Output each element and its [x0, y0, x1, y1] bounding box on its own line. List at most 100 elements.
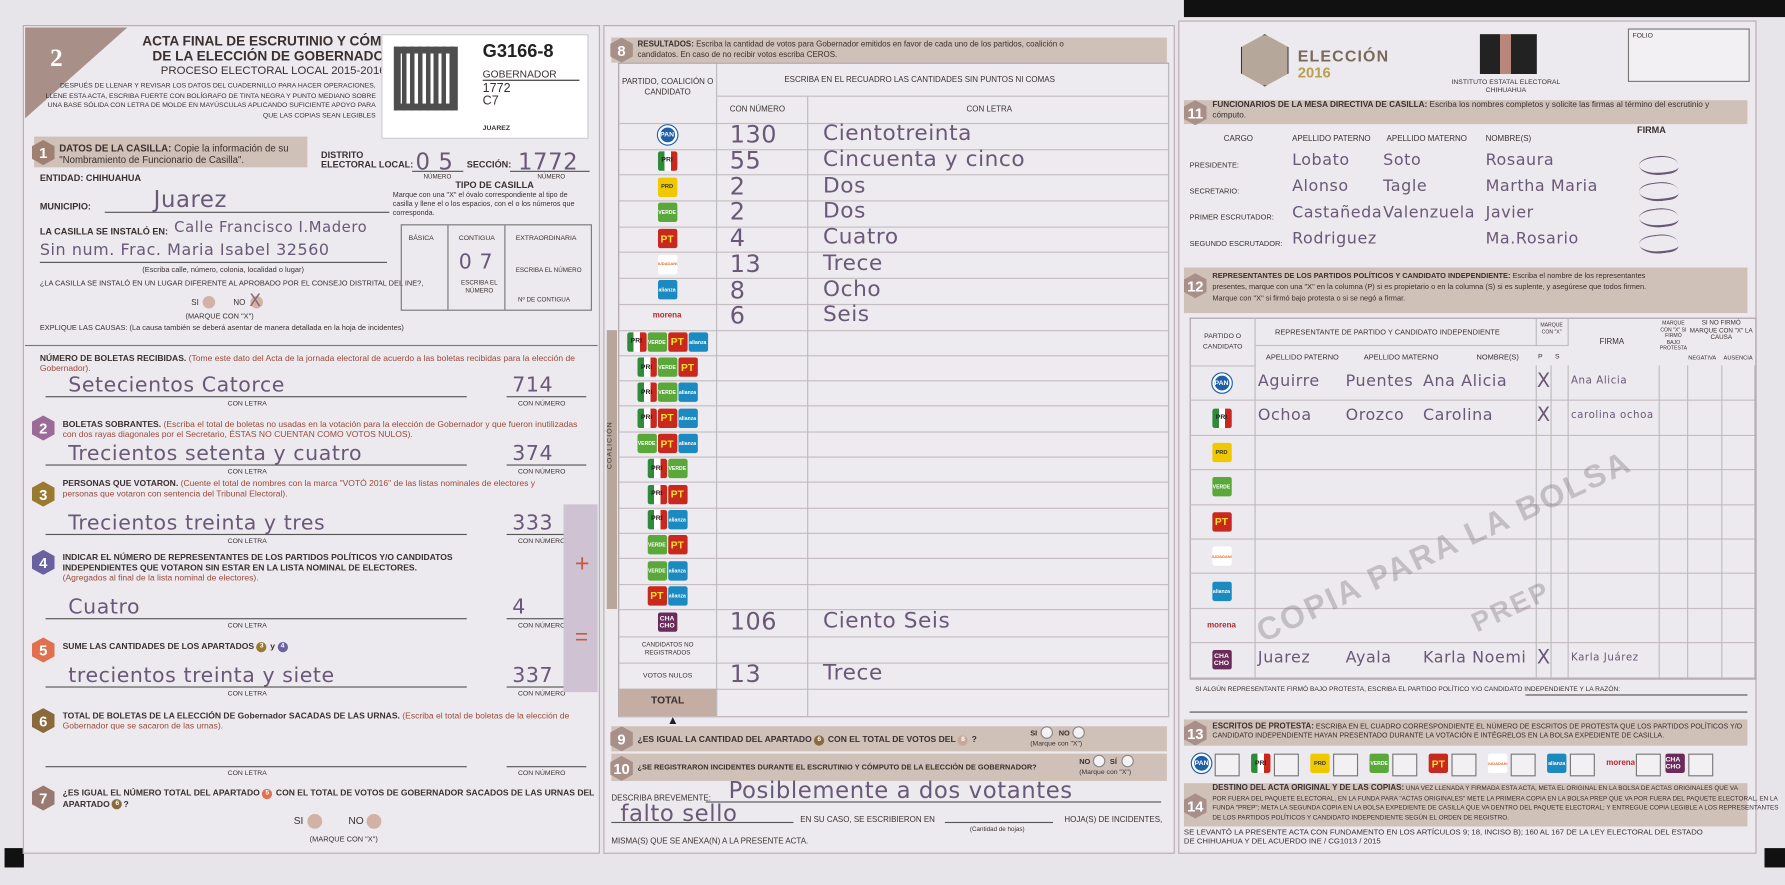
rep-field[interactable] [1254, 469, 1537, 505]
rep-field[interactable] [1550, 365, 1569, 402]
words-field[interactable] [807, 481, 1170, 509]
rep-field[interactable] [1254, 573, 1537, 609]
number-field[interactable] [716, 558, 809, 585]
rep-field[interactable] [1535, 434, 1552, 471]
number-field[interactable] [716, 174, 809, 202]
protest-count-morena[interactable] [1635, 753, 1661, 777]
number-field[interactable] [716, 507, 809, 534]
rep-field[interactable] [1721, 503, 1756, 540]
rep-field[interactable] [1658, 538, 1689, 575]
number-field[interactable] [716, 200, 809, 228]
rep-field[interactable] [1550, 573, 1569, 609]
words-field[interactable] [807, 355, 1170, 382]
words-field[interactable] [807, 405, 1170, 433]
rep-field[interactable] [1721, 469, 1756, 505]
si-option[interactable] [307, 813, 323, 829]
words-field[interactable] [807, 688, 1170, 718]
basica-option[interactable]: BÁSICA [408, 235, 434, 243]
rep-field[interactable] [1687, 573, 1723, 609]
number-field[interactable] [716, 431, 809, 458]
words-field[interactable] [807, 148, 1170, 176]
words-field[interactable] [807, 200, 1170, 228]
number-field[interactable] [716, 380, 809, 407]
rep-field[interactable] [1535, 503, 1552, 540]
contigua-option[interactable]: CONTIGUA [458, 235, 495, 243]
rep-field[interactable] [1658, 573, 1689, 609]
rep-field[interactable] [1687, 642, 1723, 679]
words-field[interactable] [807, 583, 1170, 611]
words-field[interactable] [807, 277, 1170, 305]
rep-field[interactable] [1687, 503, 1723, 540]
words-field[interactable] [807, 226, 1170, 254]
si-option[interactable] [1040, 726, 1054, 739]
number-field[interactable] [716, 636, 809, 664]
protest-count-prd[interactable] [1333, 753, 1359, 777]
words-field[interactable] [807, 532, 1170, 560]
rep-field[interactable] [1721, 538, 1756, 575]
rep-field[interactable] [1658, 642, 1689, 679]
si-option[interactable] [202, 295, 216, 309]
rep-field[interactable] [1658, 400, 1689, 436]
rep-field[interactable] [1567, 365, 1660, 402]
rep-field[interactable] [1658, 434, 1689, 471]
rep-field[interactable] [1254, 434, 1537, 471]
rep-field[interactable] [1550, 400, 1569, 436]
number-field[interactable] [716, 481, 809, 509]
words-field[interactable] [807, 122, 1170, 150]
number-field[interactable] [716, 226, 809, 254]
rep-field[interactable] [1550, 642, 1569, 679]
number-field[interactable] [716, 329, 809, 357]
protest-count-mc[interactable] [1510, 753, 1536, 777]
rep-field[interactable] [1550, 434, 1569, 471]
rep-field[interactable] [1658, 365, 1689, 402]
extraordinaria-option[interactable]: EXTRAORDINARIA [515, 235, 577, 243]
number-field[interactable] [716, 608, 809, 638]
rep-field[interactable] [1721, 573, 1756, 609]
rep-field[interactable] [1658, 503, 1689, 540]
protest-count-pri[interactable] [1273, 753, 1299, 777]
words-field[interactable] [807, 636, 1170, 664]
words-field[interactable] [807, 174, 1170, 202]
rep-field[interactable] [1567, 469, 1660, 505]
rep-field[interactable] [1721, 365, 1756, 402]
number-field[interactable] [716, 405, 809, 433]
rep-field[interactable] [1535, 469, 1552, 505]
number-field[interactable] [716, 252, 809, 280]
number-field[interactable] [716, 456, 809, 484]
no-option[interactable] [1072, 726, 1085, 739]
protest-count-chacho[interactable] [1688, 753, 1714, 777]
rep-field[interactable] [1550, 538, 1569, 575]
rep-field[interactable] [1687, 538, 1723, 575]
rep-field[interactable] [1550, 607, 1569, 644]
rep-field[interactable] [1658, 607, 1689, 644]
rep-field[interactable] [1687, 365, 1723, 402]
rep-field[interactable] [1567, 434, 1660, 471]
words-field[interactable] [807, 303, 1170, 331]
rep-field[interactable] [1254, 400, 1537, 436]
no-option[interactable] [366, 813, 382, 829]
rep-field[interactable] [1550, 503, 1569, 540]
si-option[interactable] [1121, 754, 1134, 768]
rep-field[interactable] [1567, 400, 1660, 436]
rep-field[interactable] [1687, 400, 1723, 436]
number-field[interactable] [716, 303, 809, 331]
words-field[interactable] [807, 662, 1170, 690]
number-field[interactable] [716, 662, 809, 690]
rep-field[interactable] [1567, 503, 1660, 540]
rep-field[interactable] [1567, 573, 1660, 609]
rep-field[interactable] [1687, 434, 1723, 471]
rep-field[interactable] [1535, 538, 1552, 575]
rep-field[interactable] [1567, 538, 1660, 575]
rep-field[interactable] [1721, 642, 1756, 679]
number-field[interactable] [716, 355, 809, 382]
rep-field[interactable] [1687, 607, 1723, 644]
no-option[interactable] [250, 295, 263, 309]
rep-field[interactable] [1721, 400, 1756, 436]
words-field[interactable] [807, 431, 1170, 458]
rep-field[interactable] [1254, 365, 1537, 402]
rep-field[interactable] [1254, 503, 1537, 540]
rep-field[interactable] [1254, 538, 1537, 575]
rep-field[interactable] [1567, 642, 1660, 679]
no-option[interactable] [1092, 754, 1106, 768]
rep-field[interactable] [1721, 607, 1756, 644]
